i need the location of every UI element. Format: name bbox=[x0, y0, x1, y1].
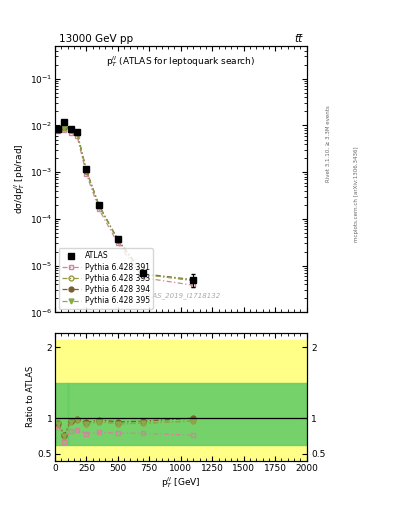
Text: Rivet 3.1.10, ≥ 3.3M events: Rivet 3.1.10, ≥ 3.3M events bbox=[326, 105, 331, 182]
Y-axis label: Ratio to ATLAS: Ratio to ATLAS bbox=[26, 366, 35, 428]
Text: tt̅: tt̅ bbox=[294, 33, 303, 44]
Text: ATLAS_2019_I1718132: ATLAS_2019_I1718132 bbox=[141, 292, 221, 299]
Text: mcplots.cern.ch [arXiv:1306.3436]: mcplots.cern.ch [arXiv:1306.3436] bbox=[354, 147, 359, 242]
Text: p$_T^{ll}$ (ATLAS for leptoquark search): p$_T^{ll}$ (ATLAS for leptoquark search) bbox=[106, 54, 255, 69]
Text: 13000 GeV pp: 13000 GeV pp bbox=[59, 33, 133, 44]
Y-axis label: dσ/dp$_T^{ll}$ [pb/rad]: dσ/dp$_T^{ll}$ [pb/rad] bbox=[12, 144, 27, 215]
Legend: ATLAS, Pythia 6.428 391, Pythia 6.428 393, Pythia 6.428 394, Pythia 6.428 395: ATLAS, Pythia 6.428 391, Pythia 6.428 39… bbox=[59, 248, 153, 309]
X-axis label: p$_T^{ll}$ [GeV]: p$_T^{ll}$ [GeV] bbox=[161, 475, 200, 490]
